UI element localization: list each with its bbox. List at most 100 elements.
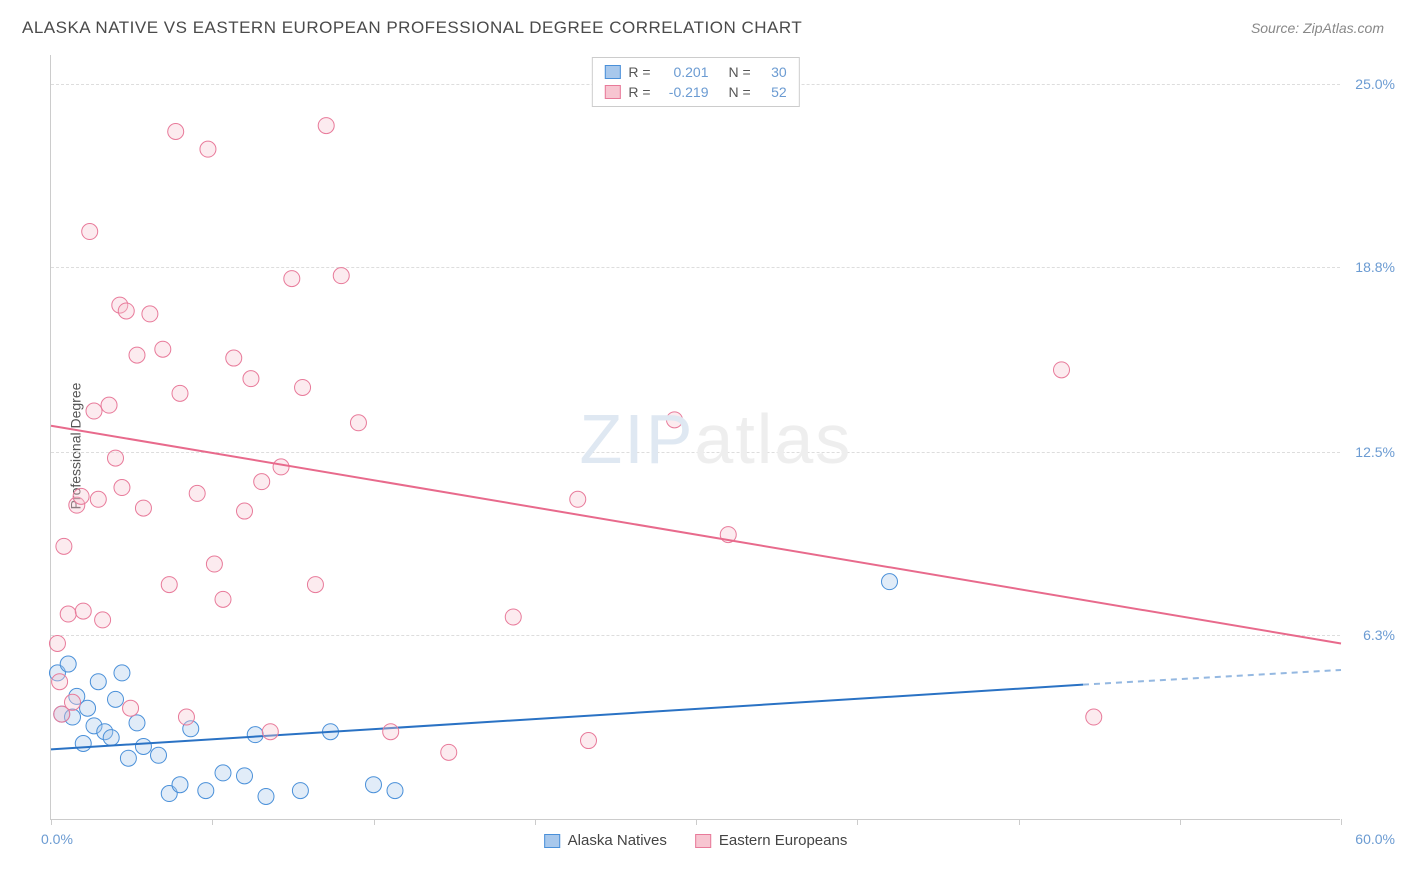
data-point — [1086, 709, 1102, 725]
data-point — [155, 341, 171, 357]
data-point — [198, 783, 214, 799]
data-point — [151, 747, 167, 763]
data-point — [60, 606, 76, 622]
data-point — [75, 736, 91, 752]
data-point — [52, 674, 68, 690]
y-tick-label: 12.5% — [1355, 444, 1395, 460]
x-origin-label: 0.0% — [41, 831, 73, 847]
data-point — [383, 724, 399, 740]
data-point — [882, 574, 898, 590]
data-point — [86, 403, 102, 419]
r-label: R = — [628, 84, 650, 100]
x-tick — [212, 819, 213, 825]
data-point — [254, 474, 270, 490]
data-point — [226, 350, 242, 366]
data-point — [350, 415, 366, 431]
n-value-1: 52 — [759, 84, 787, 100]
data-point — [200, 141, 216, 157]
y-tick-label: 18.8% — [1355, 259, 1395, 275]
chart-source: Source: ZipAtlas.com — [1251, 20, 1384, 36]
legend-label-0: Alaska Natives — [568, 832, 667, 849]
data-point — [65, 694, 81, 710]
data-point — [103, 730, 119, 746]
scatter-svg — [51, 55, 1340, 819]
legend-item-0: Alaska Natives — [544, 832, 667, 849]
data-point — [80, 700, 96, 716]
data-point — [172, 777, 188, 793]
x-tick — [1019, 819, 1020, 825]
data-point — [667, 412, 683, 428]
data-point — [262, 724, 278, 740]
data-point — [101, 397, 117, 413]
data-point — [129, 347, 145, 363]
x-tick — [696, 819, 697, 825]
swatch-series-0 — [604, 65, 620, 79]
data-point — [82, 224, 98, 240]
data-point — [56, 538, 72, 554]
data-point — [168, 124, 184, 140]
data-point — [247, 727, 263, 743]
data-point — [120, 750, 136, 766]
data-point — [161, 577, 177, 593]
data-point — [206, 556, 222, 572]
data-point — [189, 485, 205, 501]
data-point — [90, 491, 106, 507]
x-tick — [51, 819, 52, 825]
data-point — [243, 371, 259, 387]
data-point — [108, 691, 124, 707]
data-point — [60, 656, 76, 672]
swatch-series-1 — [604, 85, 620, 99]
n-value-0: 30 — [759, 64, 787, 80]
data-point — [49, 635, 65, 651]
data-point — [387, 783, 403, 799]
chart-header: ALASKA NATIVE VS EASTERN EUROPEAN PROFES… — [22, 18, 1384, 38]
data-point — [129, 715, 145, 731]
n-label: N = — [729, 84, 751, 100]
data-point — [118, 303, 134, 319]
data-point — [295, 379, 311, 395]
x-tick — [1341, 819, 1342, 825]
data-point — [441, 744, 457, 760]
data-point — [215, 591, 231, 607]
data-point — [318, 118, 334, 134]
legend-series: Alaska Natives Eastern Europeans — [544, 832, 848, 849]
data-point — [135, 500, 151, 516]
data-point — [581, 733, 597, 749]
x-tick — [535, 819, 536, 825]
data-point — [237, 503, 253, 519]
y-tick-label: 25.0% — [1355, 76, 1395, 92]
data-point — [178, 709, 194, 725]
data-point — [237, 768, 253, 784]
trend-line — [51, 685, 1083, 750]
data-point — [123, 700, 139, 716]
x-max-label: 60.0% — [1355, 831, 1395, 847]
chart-title: ALASKA NATIVE VS EASTERN EUROPEAN PROFES… — [22, 18, 802, 38]
data-point — [73, 488, 89, 504]
legend-label-1: Eastern Europeans — [719, 832, 847, 849]
data-point — [273, 459, 289, 475]
data-point — [307, 577, 323, 593]
data-point — [366, 777, 382, 793]
data-point — [570, 491, 586, 507]
n-label: N = — [729, 64, 751, 80]
data-point — [114, 665, 130, 681]
data-point — [108, 450, 124, 466]
legend-row-series-1: R = -0.219 N = 52 — [604, 82, 786, 102]
data-point — [333, 268, 349, 284]
r-label: R = — [628, 64, 650, 80]
data-point — [114, 480, 130, 496]
data-point — [135, 738, 151, 754]
data-point — [95, 612, 111, 628]
x-tick — [857, 819, 858, 825]
data-point — [172, 385, 188, 401]
data-point — [215, 765, 231, 781]
data-point — [90, 674, 106, 690]
y-tick-label: 6.3% — [1363, 627, 1395, 643]
legend-row-series-0: R = 0.201 N = 30 — [604, 62, 786, 82]
legend-correlation: R = 0.201 N = 30 R = -0.219 N = 52 — [591, 57, 799, 107]
x-tick — [374, 819, 375, 825]
data-point — [142, 306, 158, 322]
data-point — [75, 603, 91, 619]
r-value-1: -0.219 — [659, 84, 709, 100]
legend-item-1: Eastern Europeans — [695, 832, 847, 849]
